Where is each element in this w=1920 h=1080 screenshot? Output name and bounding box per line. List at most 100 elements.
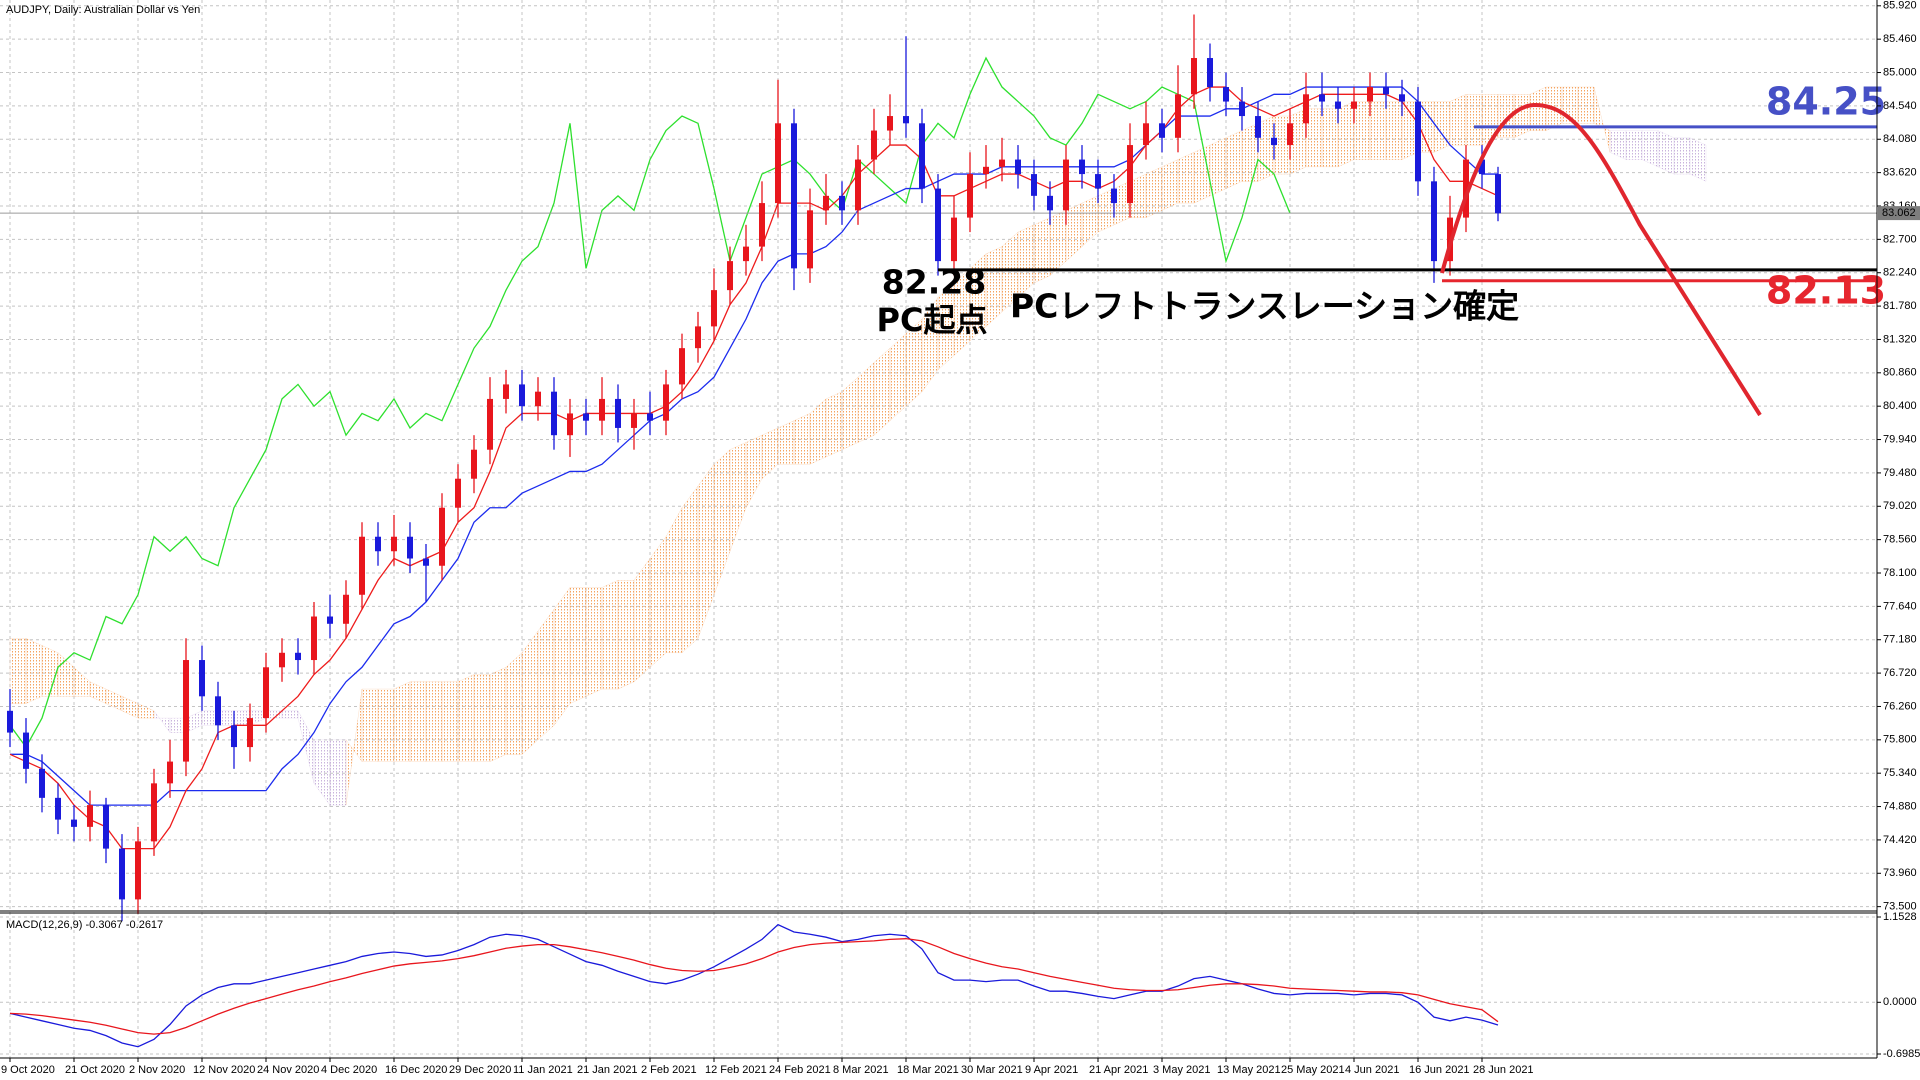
y-tick-label: 76.260: [1883, 700, 1917, 712]
cloud-segment: [1689, 137, 1707, 182]
cloud-segment: [409, 681, 427, 762]
cloud-segment: [1321, 108, 1339, 168]
candle-body: [1079, 159, 1085, 175]
cloud-segment: [873, 347, 891, 436]
candle-body: [135, 841, 141, 900]
cloud-segment: [777, 420, 795, 465]
candle-body: [1047, 195, 1053, 211]
x-tick-label: 24 Feb 2021: [769, 1064, 831, 1076]
y-tick-label: 75.340: [1883, 767, 1917, 779]
y-tick-label: 74.420: [1883, 834, 1917, 846]
candle-body: [983, 166, 989, 175]
y-tick-label: 83.620: [1883, 167, 1917, 179]
cloud-segment: [393, 681, 411, 762]
candle-body: [551, 391, 557, 436]
y-tick-label: 74.880: [1883, 800, 1917, 812]
x-tick-label: 24 Nov 2020: [257, 1064, 319, 1076]
indicator-lines: [0, 56, 1877, 1048]
candle-body: [919, 123, 925, 189]
cloud-segment: [825, 391, 843, 458]
annotation: PCレフトトランスレーション確定: [1010, 287, 1519, 326]
cloud-segment: [521, 630, 539, 755]
candle-body: [1255, 116, 1261, 138]
candle-body: [599, 398, 605, 421]
candle-body: [1399, 94, 1405, 102]
candle-body: [999, 159, 1005, 167]
cloud-segment: [25, 637, 43, 704]
macd-value: -0.3067: [85, 919, 122, 931]
current-price-box: [1878, 206, 1920, 221]
candle-body: [55, 797, 61, 820]
candle-body: [935, 188, 941, 262]
cloud-segment: [601, 579, 619, 690]
candle-body: [711, 290, 717, 327]
macd-label: MACD(12,26,9) -0.3067 -0.2617: [6, 919, 163, 931]
x-tick-label: 21 Apr 2021: [1089, 1064, 1148, 1076]
cloud-segment: [649, 535, 667, 668]
x-tick-label: 21 Jan 2021: [577, 1064, 638, 1076]
cloud-segment: [505, 652, 523, 755]
candle-body: [375, 536, 381, 552]
cloud-segment: [1177, 151, 1195, 204]
candle-body: [535, 391, 541, 407]
candle-body: [615, 398, 621, 428]
cloud-segment: [1337, 101, 1355, 168]
candle-body: [743, 246, 749, 262]
x-tick-label: 8 Mar 2021: [833, 1064, 889, 1076]
candle-body: [1319, 94, 1325, 102]
candle-body: [1159, 123, 1165, 138]
cloud-segment: [1369, 101, 1387, 160]
cloud-segment: [1625, 130, 1643, 160]
y-tick-label: 85.920: [1883, 0, 1917, 12]
x-tick-label: 13 May 2021: [1217, 1064, 1281, 1076]
cloud-segment: [1465, 94, 1483, 146]
candle-body: [87, 805, 93, 827]
candle-body: [1175, 94, 1181, 138]
candle-body: [103, 805, 109, 849]
x-tick-label: 21 Oct 2020: [65, 1064, 125, 1076]
macd-signal-value: -0.2617: [126, 919, 163, 931]
candle-body: [343, 594, 349, 624]
candle-body: [471, 449, 477, 479]
candle-body: [183, 660, 189, 762]
y-tick-label: 82.240: [1883, 267, 1917, 279]
candle-body: [1287, 123, 1293, 146]
level-label: 82.13: [1766, 269, 1886, 313]
candle-body: [23, 732, 29, 769]
cloud-segment: [617, 580, 635, 690]
candle-body: [327, 616, 333, 624]
candle-body: [791, 123, 797, 269]
cloud-segment: [681, 485, 699, 654]
candle-body: [1495, 174, 1501, 214]
cloud-segment: [9, 638, 27, 704]
cloud-segment: [1033, 217, 1051, 284]
candle-body: [631, 413, 637, 428]
candle-body: [967, 174, 973, 218]
candle-body: [1351, 101, 1357, 109]
cloud-segment: [889, 333, 907, 422]
candle-body: [1303, 94, 1309, 124]
y-tick-label: 0.0000: [1883, 996, 1917, 1008]
x-tick-label: 11 Jan 2021: [513, 1064, 573, 1076]
candle-body: [583, 413, 589, 421]
cloud-segment: [569, 587, 587, 704]
candle-body: [823, 195, 829, 211]
candle-body: [391, 536, 397, 552]
candle-body: [679, 348, 685, 385]
candle-body: [759, 203, 765, 247]
y-tick-label: 84.080: [1883, 133, 1917, 145]
x-tick-label: 2 Nov 2020: [129, 1064, 185, 1076]
y-tick-label: 80.400: [1883, 400, 1917, 412]
candle-body: [951, 217, 957, 262]
candle-body: [1143, 123, 1149, 146]
candle-body: [1031, 174, 1037, 196]
cloud-segment: [41, 645, 59, 697]
y-tick-label: 79.480: [1883, 467, 1917, 479]
candle-body: [855, 159, 861, 211]
candle-body: [1015, 159, 1021, 175]
cloud-segment: [793, 413, 811, 465]
cloud-segment: [1657, 130, 1675, 175]
candle-body: [1335, 101, 1341, 109]
cloud-segment: [1161, 159, 1179, 211]
